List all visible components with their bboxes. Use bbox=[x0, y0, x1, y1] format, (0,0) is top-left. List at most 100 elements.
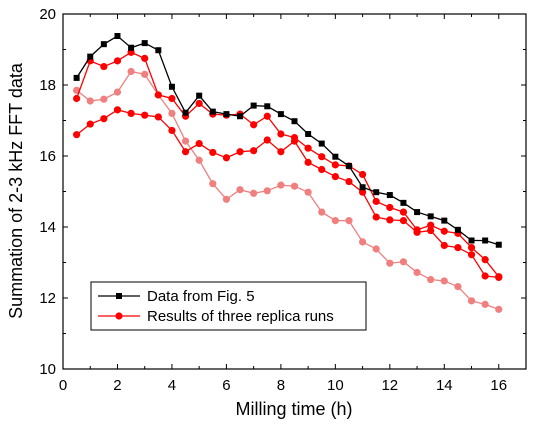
data-point bbox=[345, 177, 353, 186]
data-point bbox=[440, 227, 448, 235]
y-tick-label: 10 bbox=[39, 361, 56, 378]
data-point bbox=[277, 130, 285, 138]
data-point bbox=[304, 188, 312, 196]
data-point bbox=[454, 283, 462, 291]
data-point bbox=[154, 113, 162, 121]
series-layer bbox=[73, 33, 503, 313]
data-point bbox=[155, 47, 162, 54]
data-point bbox=[318, 208, 326, 216]
data-point bbox=[468, 237, 475, 244]
series-1 bbox=[73, 48, 503, 281]
data-point bbox=[413, 226, 421, 234]
data-point bbox=[399, 258, 408, 266]
data-point bbox=[400, 199, 407, 206]
data-point bbox=[467, 243, 476, 252]
data-point bbox=[345, 217, 353, 225]
x-axis-title: Milling time (h) bbox=[235, 399, 352, 419]
data-point bbox=[386, 259, 394, 267]
data-point bbox=[209, 180, 217, 188]
data-point bbox=[373, 189, 380, 196]
data-point bbox=[414, 209, 421, 216]
data-point bbox=[114, 33, 121, 40]
data-point bbox=[209, 108, 216, 115]
legend-box bbox=[90, 281, 367, 331]
x-tick-label: 2 bbox=[113, 377, 121, 394]
data-point bbox=[141, 54, 149, 62]
y-axis-title: Summation of 2-3 kHz FFT data bbox=[6, 62, 26, 319]
data-point bbox=[454, 226, 461, 233]
data-point bbox=[181, 137, 190, 145]
data-point bbox=[87, 53, 94, 60]
data-point bbox=[427, 213, 434, 220]
data-point bbox=[86, 120, 94, 128]
data-point bbox=[73, 131, 81, 139]
data-point bbox=[427, 275, 435, 284]
data-point bbox=[100, 115, 108, 123]
data-point bbox=[250, 102, 257, 109]
data-point bbox=[454, 243, 462, 252]
data-point bbox=[481, 300, 489, 308]
data-point bbox=[73, 94, 81, 103]
data-point bbox=[441, 217, 448, 224]
data-point bbox=[331, 161, 339, 169]
data-point bbox=[168, 83, 175, 90]
data-point bbox=[372, 245, 380, 253]
data-point bbox=[358, 238, 367, 246]
x-tick-label: 12 bbox=[381, 377, 398, 394]
data-point bbox=[113, 57, 122, 65]
data-point bbox=[236, 148, 244, 156]
data-point bbox=[290, 182, 299, 190]
data-point bbox=[305, 130, 312, 137]
x-tick-label: 8 bbox=[277, 377, 285, 394]
data-point bbox=[427, 226, 435, 235]
data-point bbox=[427, 221, 435, 229]
data-point bbox=[100, 41, 107, 48]
data-point bbox=[277, 148, 285, 156]
data-point bbox=[250, 147, 258, 155]
data-point bbox=[318, 153, 326, 161]
data-point bbox=[467, 251, 476, 259]
data-point bbox=[277, 181, 285, 189]
data-point bbox=[440, 277, 448, 285]
x-tick-label: 14 bbox=[436, 377, 453, 394]
data-point bbox=[291, 118, 298, 125]
data-point bbox=[168, 94, 176, 103]
data-point bbox=[263, 187, 271, 195]
y-tick-label: 20 bbox=[39, 6, 56, 23]
data-point bbox=[413, 268, 421, 277]
data-point bbox=[181, 148, 190, 156]
data-point bbox=[290, 133, 299, 142]
legend-label-data-fig5: Data from Fig. 5 bbox=[147, 288, 255, 305]
y-tick-label: 14 bbox=[39, 219, 56, 236]
y-tick-label: 12 bbox=[39, 290, 56, 307]
data-point bbox=[358, 170, 367, 179]
data-point bbox=[209, 148, 217, 157]
legend-marker-data-fig5 bbox=[116, 293, 122, 299]
data-point bbox=[195, 139, 203, 148]
data-point bbox=[141, 70, 149, 78]
data-point bbox=[481, 272, 489, 280]
data-point bbox=[250, 189, 258, 197]
data-point bbox=[195, 99, 203, 108]
data-point bbox=[331, 172, 339, 181]
data-point bbox=[222, 154, 231, 162]
legend-marker-replica-runs bbox=[115, 312, 123, 320]
data-point bbox=[399, 208, 408, 216]
data-point bbox=[86, 97, 94, 105]
data-point bbox=[237, 113, 244, 120]
series-2 bbox=[73, 106, 503, 282]
x-tick-label: 4 bbox=[168, 377, 176, 394]
data-point bbox=[482, 237, 489, 244]
legend: Data from Fig. 5 Results of three replic… bbox=[90, 281, 367, 331]
data-point bbox=[263, 112, 271, 120]
series-3 bbox=[73, 67, 503, 313]
data-point bbox=[495, 273, 503, 281]
data-point bbox=[168, 109, 176, 117]
data-point bbox=[223, 111, 230, 118]
data-point bbox=[154, 91, 162, 99]
data-point bbox=[127, 67, 135, 76]
data-point bbox=[386, 216, 394, 224]
data-point bbox=[182, 109, 189, 116]
data-point bbox=[222, 195, 231, 203]
data-point bbox=[372, 213, 380, 221]
